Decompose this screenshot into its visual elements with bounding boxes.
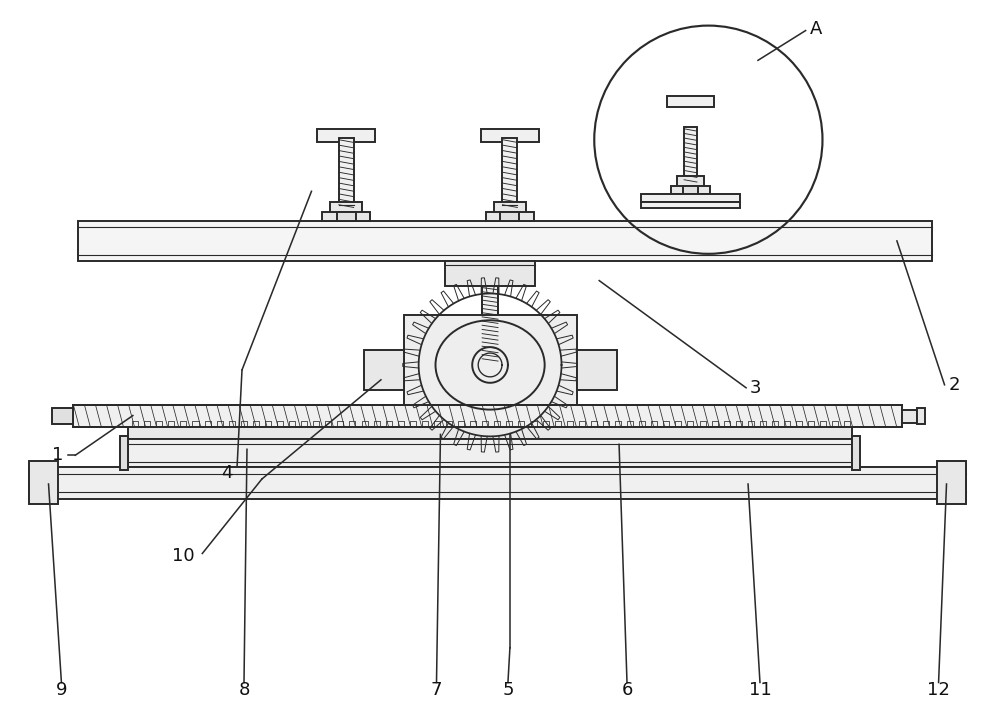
Bar [500,212,519,221]
Bar [486,212,534,221]
Bar [445,261,535,285]
Bar [52,408,73,424]
Bar [667,96,714,107]
Bar [223,467,241,492]
Bar [937,461,966,504]
Bar [120,437,128,470]
Text: 1: 1 [52,446,63,464]
Bar [494,202,526,216]
Bar [683,186,698,194]
Bar [482,285,498,365]
Bar [128,440,852,467]
Bar [337,212,356,221]
Bar [73,404,902,427]
Bar [917,408,925,424]
Text: 4: 4 [221,464,232,482]
Bar [339,138,354,212]
Text: 6: 6 [621,681,633,699]
Bar [502,138,517,212]
Bar [481,467,499,492]
Bar [684,127,697,186]
Text: 7: 7 [431,681,442,699]
Bar [671,186,710,194]
Bar [78,221,932,261]
Text: 5: 5 [502,681,514,699]
Text: 3: 3 [750,379,762,397]
Text: 9: 9 [56,681,67,699]
Bar [852,437,860,470]
Bar [404,315,577,424]
Bar [902,409,917,422]
Bar [330,202,362,216]
Bar [641,202,740,208]
Text: 8: 8 [238,681,250,699]
Bar [641,194,740,202]
Bar [322,212,370,221]
Text: 2: 2 [948,376,960,394]
Bar [481,129,539,142]
Text: 12: 12 [927,681,950,699]
Bar [677,176,704,189]
Text: A: A [810,19,822,37]
Text: 10: 10 [172,548,194,566]
Bar [317,129,375,142]
Bar [128,427,852,440]
Text: 11: 11 [749,681,771,699]
Bar [364,350,404,390]
Bar [729,467,747,492]
Bar [577,350,617,390]
Bar [29,461,58,504]
Bar [29,467,966,499]
